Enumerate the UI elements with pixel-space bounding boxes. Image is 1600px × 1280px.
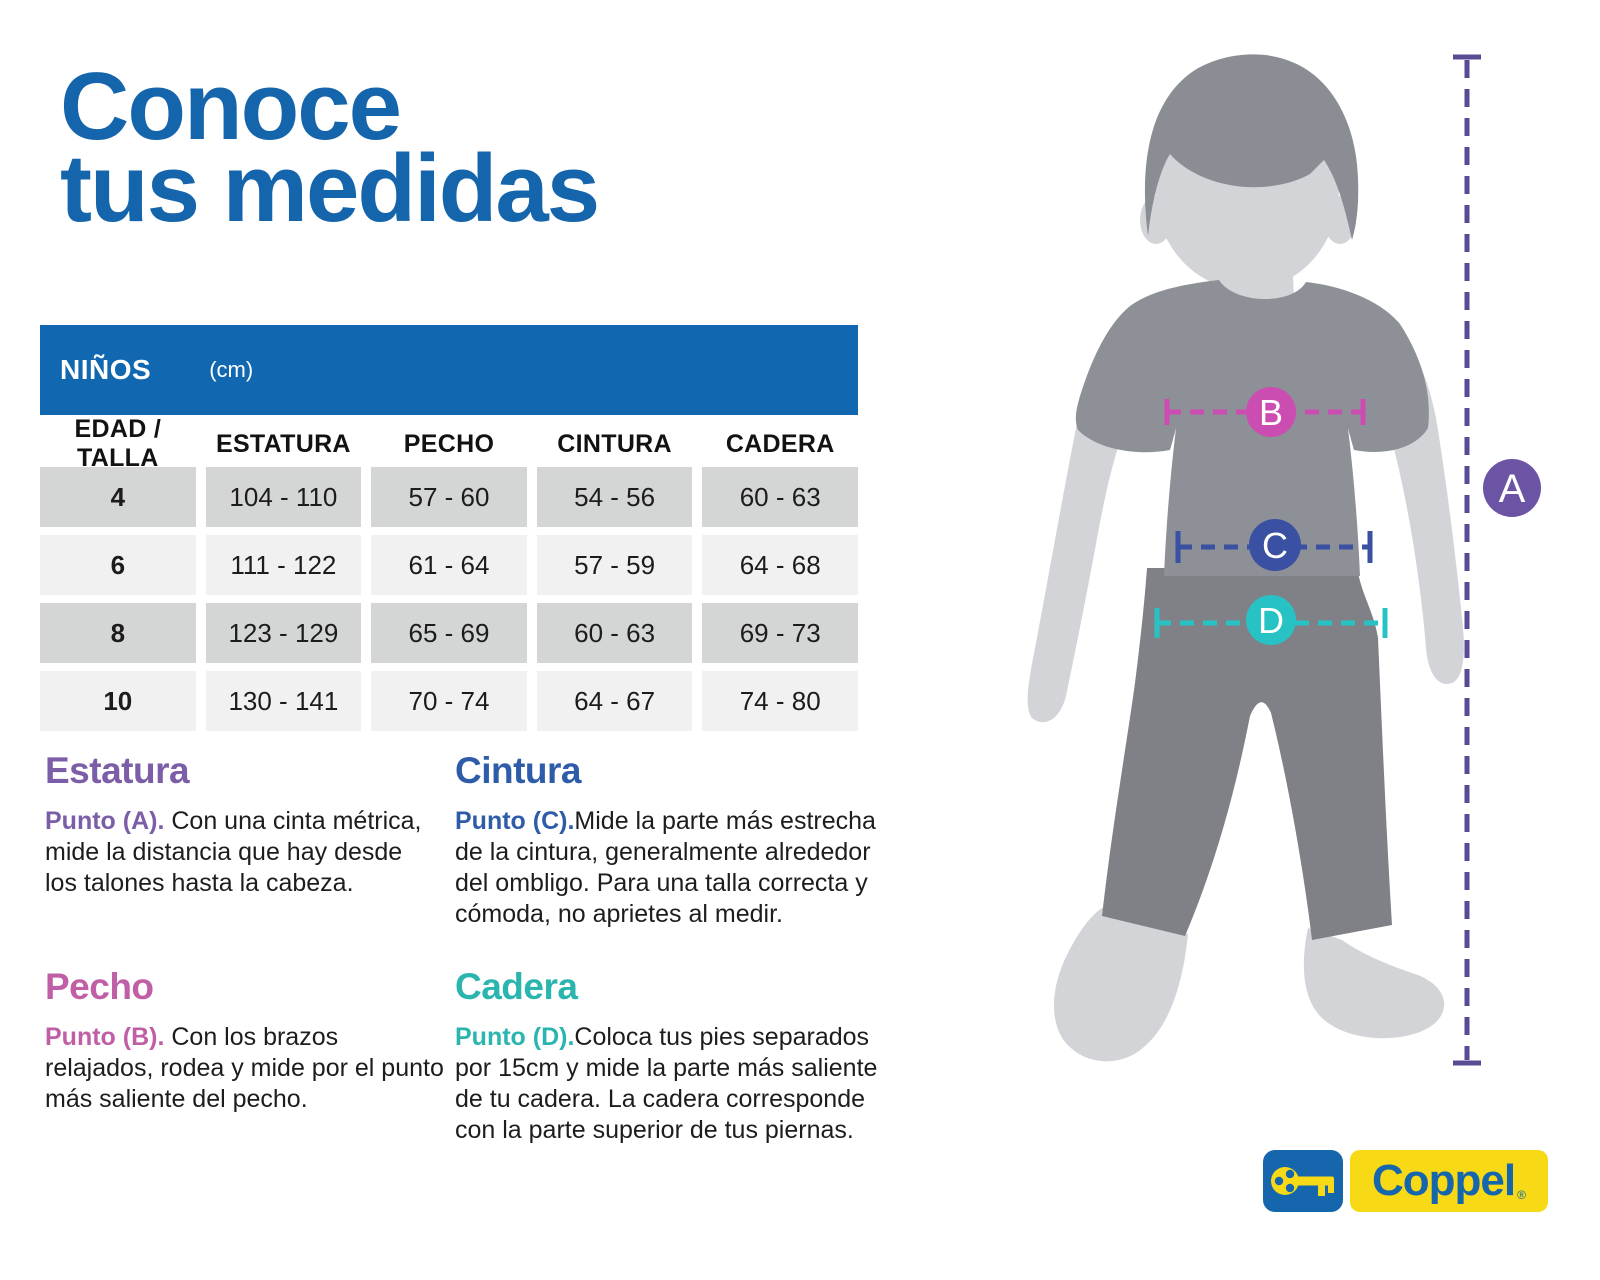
table-body: 4 104 - 110 57 - 60 54 - 56 60 - 63 6 11… <box>40 467 858 731</box>
cell-cintura: 60 - 63 <box>536 603 693 663</box>
point-d-label: Punto (D). <box>455 1023 575 1051</box>
section-cadera-text: Punto (D).Coloca tus pies separados por … <box>455 1022 910 1146</box>
hair <box>1144 54 1359 240</box>
coppel-wordmark-box: Coppel ® <box>1350 1150 1548 1212</box>
section-estatura-body: Con una cinta métrica, mide la distancia… <box>45 807 422 897</box>
section-estatura-title: Estatura <box>45 750 190 791</box>
cell-age: 10 <box>40 671 196 731</box>
section-cintura-title: Cintura <box>455 750 582 791</box>
cell-pecho: 65 - 69 <box>371 603 527 663</box>
column-header-pecho: PECHO <box>403 429 495 458</box>
section-cadera: Cadera Punto (D).Coloca tus pies separad… <box>455 966 910 1146</box>
section-estatura-text: Punto (A). Con una cinta métrica, mide l… <box>45 806 435 899</box>
table-unit-label: (cm) <box>209 357 254 382</box>
cell-cadera: 74 - 80 <box>702 671 858 731</box>
right-foot <box>1303 928 1445 1039</box>
boy-silhouette-svg: A B C D <box>1027 54 1541 1066</box>
key-icon <box>1271 1167 1334 1196</box>
pants <box>1102 568 1392 940</box>
point-a-label: Punto (A). <box>45 807 165 835</box>
cell-estatura: 104 - 110 <box>205 467 362 527</box>
table-row: 4 104 - 110 57 - 60 54 - 56 60 - 63 <box>40 467 858 527</box>
cell-pecho: 61 - 64 <box>371 535 527 595</box>
column-header-edad-talla: EDAD / TALLA <box>74 415 162 472</box>
marker-a: A <box>1483 459 1541 517</box>
cell-age: 8 <box>40 603 196 663</box>
cell-cintura: 57 - 59 <box>536 535 693 595</box>
cell-estatura: 123 - 129 <box>205 603 362 663</box>
section-cadera-title: Cadera <box>455 966 578 1007</box>
marker-a-label: A <box>1499 467 1526 511</box>
marker-b-label: B <box>1259 392 1283 433</box>
point-c-label: Punto (C). <box>455 807 575 835</box>
cell-age: 4 <box>40 467 196 527</box>
section-pecho-text: Punto (B). Con los brazos relajados, rod… <box>45 1022 450 1115</box>
table-header-row: EDAD / TALLA ESTATURA PECHO CINTURA CADE… <box>40 415 858 472</box>
table-row: 6 111 - 122 61 - 64 57 - 59 64 - 68 <box>40 535 858 595</box>
section-cintura: Cintura Punto (C).Mide la parte más estr… <box>455 750 910 930</box>
section-cadera-body: Coloca tus pies separados por 15cm y mid… <box>455 1023 878 1144</box>
marker-d: D <box>1246 595 1296 645</box>
marker-c: C <box>1249 519 1301 571</box>
page-title-line2: tus medidas <box>60 135 600 242</box>
cell-cadera: 69 - 73 <box>702 603 858 663</box>
cell-cintura: 54 - 56 <box>536 467 693 527</box>
table-group-label: NIÑOS <box>60 354 152 385</box>
marker-b: B <box>1246 387 1296 437</box>
section-pecho-body: Con los brazos relajados, rodea y mide p… <box>45 1023 444 1113</box>
registered-mark: ® <box>1517 1188 1526 1202</box>
marker-d-label: D <box>1258 600 1284 641</box>
cell-pecho: 70 - 74 <box>371 671 527 731</box>
table-row: 10 130 - 141 70 - 74 64 - 67 74 - 80 <box>40 671 858 731</box>
marker-c-label: C <box>1262 525 1288 566</box>
coppel-wordmark: Coppel <box>1372 1156 1516 1205</box>
section-pecho: Pecho Punto (B). Con los brazos relajado… <box>45 966 450 1115</box>
cell-cadera: 64 - 68 <box>702 535 858 595</box>
page-title-line1: Conoce <box>60 53 402 160</box>
section-cintura-body: Mide la parte más estrecha de la cintura… <box>455 807 876 928</box>
coppel-logo: Coppel ® <box>1263 1150 1548 1212</box>
cell-cintura: 64 - 67 <box>536 671 693 731</box>
section-estatura: Estatura Punto (A). Con una cinta métric… <box>45 750 435 899</box>
section-cintura-text: Punto (C).Mide la parte más estrecha de … <box>455 806 910 930</box>
column-header-estatura: ESTATURA <box>215 429 351 458</box>
table-banner: NIÑOS (cm) <box>40 325 858 415</box>
column-header-cadera: CADERA <box>725 429 835 458</box>
cell-estatura: 111 - 122 <box>205 535 362 595</box>
cell-cadera: 60 - 63 <box>702 467 858 527</box>
cell-estatura: 130 - 141 <box>205 671 362 731</box>
section-pecho-title: Pecho <box>45 966 154 1007</box>
cell-pecho: 57 - 60 <box>371 467 527 527</box>
coppel-key-badge <box>1263 1150 1343 1212</box>
cell-age: 6 <box>40 535 196 595</box>
table-row: 8 123 - 129 65 - 69 60 - 63 69 - 73 <box>40 603 858 663</box>
body-measurement-figure: A B C D <box>980 28 1555 1118</box>
point-b-label: Punto (B). <box>45 1023 165 1051</box>
size-table: NIÑOS (cm) EDAD / TALLA ESTATURA PECHO C… <box>40 325 858 731</box>
measure-line-d <box>1154 608 1388 638</box>
page-title: Conoce tus medidas <box>60 53 600 242</box>
measure-line-a <box>1453 54 1481 1066</box>
left-foot <box>1053 908 1188 1062</box>
column-header-cintura: CINTURA <box>557 429 672 458</box>
